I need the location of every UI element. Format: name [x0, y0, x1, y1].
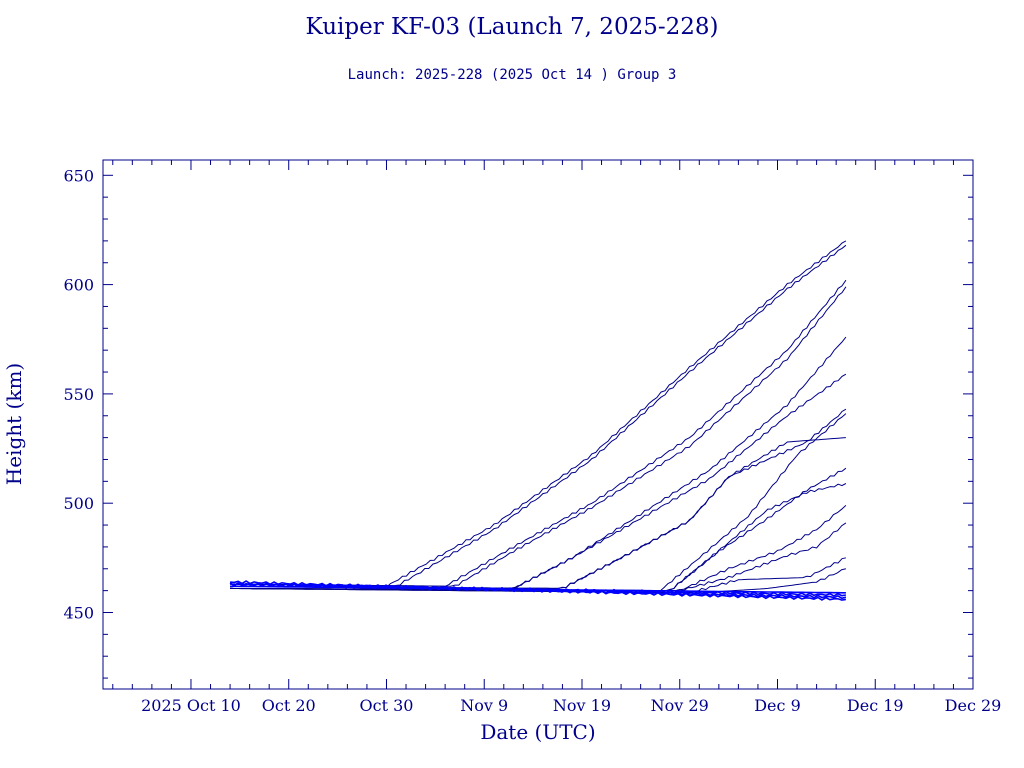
series-line [230, 505, 847, 592]
series-layer [229, 240, 847, 601]
series-line [230, 467, 847, 592]
series-line [230, 336, 847, 590]
series-line [230, 244, 847, 587]
chart-subtitle: Launch: 2025-228 (2025 Oct 14 ) Group 3 [347, 67, 677, 83]
x-tick-label: Oct 20 [262, 696, 316, 715]
series-line [230, 437, 846, 589]
x-tick-label: Dec 19 [847, 696, 904, 715]
chart-title: Kuiper KF-03 (Launch 7, 2025-228) [305, 14, 719, 40]
series-line [230, 373, 847, 589]
x-tick-label: 2025 Oct 10 [141, 696, 241, 715]
y-axis-label: Height (km) [2, 363, 26, 485]
x-tick-label: Dec 29 [945, 696, 1002, 715]
x-tick-label: Nov 29 [651, 696, 709, 715]
series-line [230, 568, 847, 594]
y-tick-label: 500 [63, 494, 94, 513]
x-tick-label: Oct 30 [360, 696, 414, 715]
y-tick-label: 650 [63, 166, 94, 185]
y-tick-label: 600 [63, 276, 94, 295]
x-tick-label: Nov 9 [460, 696, 508, 715]
axis-ticks: 2025 Oct 10 Oct 20 Oct 30 Nov 9 Nov 19 Nov 29… [63, 160, 1001, 715]
x-axis-label: Date (UTC) [480, 720, 595, 744]
series-line [230, 580, 847, 601]
series-line [230, 483, 847, 592]
x-tick-label: Nov 19 [553, 696, 611, 715]
series-line [230, 240, 847, 588]
series-line [230, 413, 847, 592]
x-tick-label: Dec 9 [754, 696, 801, 715]
y-tick-label: 450 [63, 603, 94, 622]
plot-frame [102, 159, 974, 690]
y-tick-label: 550 [63, 385, 94, 404]
series-line [230, 286, 847, 587]
